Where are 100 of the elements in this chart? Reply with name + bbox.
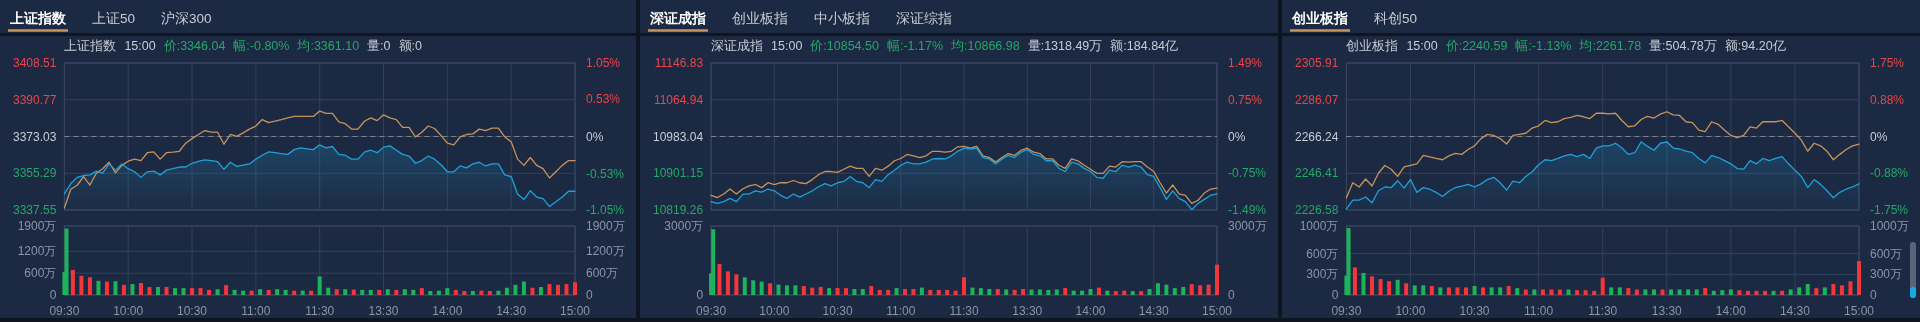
bar — [1763, 290, 1768, 295]
bar — [573, 282, 577, 295]
y2-tick-label: -1.05% — [586, 203, 625, 217]
bar — [190, 288, 195, 295]
bar — [555, 284, 560, 295]
bar — [377, 289, 382, 295]
y-tick-label: 3000万 — [664, 219, 704, 233]
bar — [1113, 291, 1118, 295]
bar — [402, 289, 407, 295]
bar — [538, 287, 543, 295]
y-tick-label: 2286.07 — [1295, 92, 1339, 107]
bar — [283, 289, 288, 295]
y2-tick-label: 0.75% — [1228, 92, 1263, 107]
x-tick-label: 15:00 — [1843, 304, 1875, 318]
bar — [936, 289, 941, 295]
bar — [734, 274, 739, 295]
bar — [801, 286, 806, 295]
bar — [1839, 285, 1844, 295]
bar — [87, 277, 92, 295]
bar — [1004, 289, 1009, 295]
y2-tick-label: 1000万 — [1870, 219, 1909, 233]
bar — [334, 289, 339, 295]
x-tick-label: 14:00 — [1715, 304, 1747, 318]
bar — [1378, 279, 1383, 295]
bar — [793, 285, 798, 295]
x-tick-label: 09:30 — [1331, 304, 1362, 318]
bar — [173, 288, 178, 295]
bar — [1404, 283, 1409, 295]
y2-tick-label: 600万 — [586, 266, 619, 281]
y-tick-label: 10819.26 — [653, 203, 704, 217]
y2-tick-label: -0.88% — [1870, 166, 1909, 181]
bar — [1532, 289, 1537, 295]
bar — [1412, 285, 1417, 295]
bar — [1446, 287, 1451, 295]
bar — [1122, 290, 1127, 295]
y2-tick-label: 1.49% — [1228, 56, 1263, 70]
bar — [843, 288, 848, 295]
x-tick-label: 10:30 — [822, 304, 853, 318]
x-tick-label: 13:30 — [1012, 304, 1043, 318]
bar — [1831, 283, 1836, 295]
y2-tick-label: -1.49% — [1228, 203, 1267, 217]
x-tick-label: 09:30 — [696, 304, 727, 318]
x-tick-label: 15:00 — [1201, 304, 1233, 318]
bar — [317, 276, 322, 295]
bar — [1557, 289, 1562, 295]
y-tick-label: 0 — [1331, 288, 1339, 302]
bar — [1592, 290, 1597, 295]
y-tick-label: 10901.15 — [653, 166, 704, 181]
bar — [1805, 283, 1810, 295]
bar — [1583, 290, 1588, 295]
bar — [547, 284, 552, 295]
bar — [1745, 290, 1750, 295]
bar — [368, 289, 373, 295]
bar — [1054, 289, 1059, 295]
x-tick-label: 10:30 — [1459, 304, 1490, 318]
bar — [419, 288, 424, 295]
y2-tick-label: 600万 — [1870, 246, 1903, 261]
bar — [1071, 290, 1076, 295]
bar — [1822, 287, 1827, 295]
bar — [1771, 290, 1776, 295]
bar — [411, 289, 416, 295]
y-tick-label: 0 — [696, 288, 704, 302]
y-tick-label: 3355.29 — [13, 166, 57, 181]
bar — [479, 290, 484, 295]
bar — [1155, 283, 1160, 295]
bar — [1540, 289, 1545, 295]
bar — [487, 291, 492, 295]
bar — [1198, 285, 1203, 295]
bar — [1130, 291, 1135, 295]
x-tick-label: 14:00 — [1075, 304, 1106, 318]
y-tick-label: 2266.24 — [1295, 129, 1339, 144]
bar — [978, 288, 983, 295]
y2-tick-label: 0.53% — [586, 92, 621, 107]
bar — [1438, 287, 1443, 295]
y-tick-label: 2226.58 — [1295, 203, 1339, 217]
bar — [1395, 279, 1400, 295]
bar — [470, 291, 475, 295]
bar — [962, 277, 967, 295]
x-tick-label: 15:00 — [559, 304, 591, 318]
bar — [275, 289, 280, 295]
y-tick-label: 300万 — [1306, 267, 1339, 282]
bar — [530, 287, 535, 295]
bar — [521, 281, 526, 295]
line-series — [1345, 111, 1860, 199]
x-tick-label: 10:00 — [113, 304, 144, 318]
bar — [919, 287, 924, 295]
bar — [104, 281, 109, 295]
bar — [742, 277, 747, 295]
bar — [1814, 288, 1819, 295]
bar — [300, 290, 305, 295]
bar — [970, 287, 975, 295]
bar — [1788, 289, 1793, 295]
y2-tick-label: 0 — [1228, 288, 1235, 302]
bar — [1651, 289, 1656, 295]
y-tick-label: 3408.51 — [13, 56, 57, 70]
bar — [428, 291, 433, 295]
bar — [198, 288, 203, 295]
bar — [1147, 289, 1152, 295]
y-tick-label: 2305.91 — [1295, 56, 1339, 70]
y-tick-label: 2246.41 — [1295, 166, 1339, 181]
